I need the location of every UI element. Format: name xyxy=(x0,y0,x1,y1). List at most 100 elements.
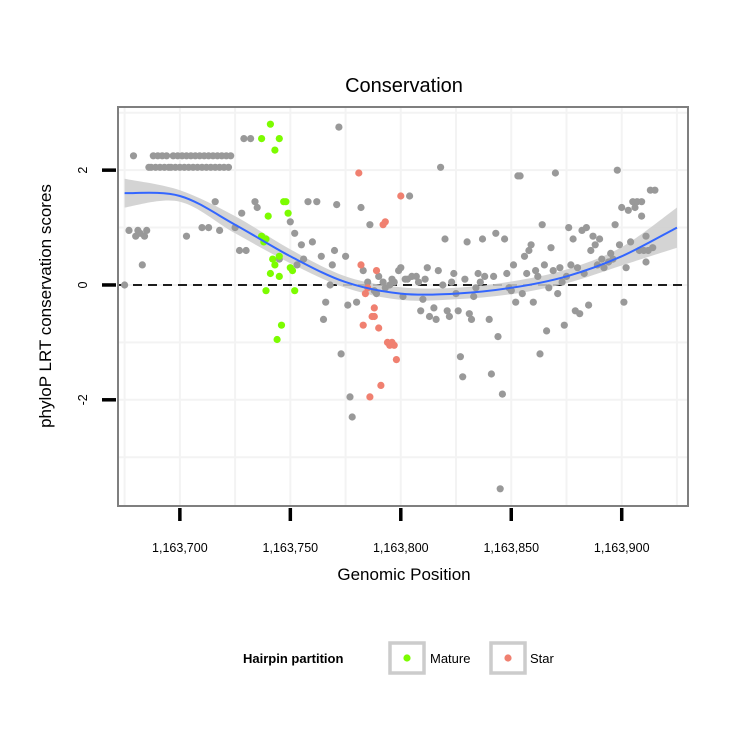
x-axis: 1,163,700 1,163,750 1,163,800 1,163,850 1,16… xyxy=(152,508,650,555)
data-point-other xyxy=(227,152,235,160)
data-point-other xyxy=(494,333,502,341)
legend-key-box xyxy=(388,641,426,675)
data-point-other xyxy=(587,246,595,255)
data-point-other xyxy=(470,292,478,301)
x-axis-title: Genomic Position xyxy=(337,565,470,584)
data-point-other xyxy=(328,261,336,269)
data-point-other xyxy=(439,281,447,289)
data-point-other xyxy=(251,198,259,206)
data-point-other xyxy=(551,169,560,177)
data-point-other xyxy=(558,278,566,286)
data-point-other xyxy=(397,264,405,272)
data-point-other xyxy=(598,255,606,263)
data-point-star xyxy=(390,341,398,349)
data-point-mature xyxy=(258,135,266,143)
data-point-other xyxy=(485,315,493,323)
data-point-other xyxy=(509,261,518,269)
data-point-other xyxy=(600,264,608,272)
data-point-other xyxy=(642,258,650,266)
legend-item-mature: Mature xyxy=(388,641,470,675)
data-point-star xyxy=(366,393,374,401)
data-point-other xyxy=(456,353,464,361)
x-tick-label: 1,163,850 xyxy=(483,541,539,555)
data-point-other xyxy=(642,232,650,240)
data-point-other xyxy=(240,135,248,143)
data-point-other xyxy=(143,226,151,234)
data-point-other xyxy=(205,224,213,232)
data-point-other xyxy=(618,203,626,212)
data-point-other xyxy=(538,221,546,229)
data-point-other xyxy=(224,163,233,171)
data-point-other xyxy=(335,123,343,131)
data-point-star xyxy=(397,192,405,200)
data-point-other xyxy=(425,312,434,321)
data-point-mature xyxy=(277,321,286,329)
data-point-other xyxy=(476,278,484,286)
data-point-mature xyxy=(266,269,274,278)
data-point-other xyxy=(534,272,542,280)
data-point-star xyxy=(370,304,378,312)
data-point-other xyxy=(459,373,467,381)
data-point-other xyxy=(419,295,427,303)
data-point-other xyxy=(582,224,591,232)
data-point-other xyxy=(487,370,495,378)
data-point-other xyxy=(554,290,562,298)
data-point-mature xyxy=(284,209,292,217)
data-point-other xyxy=(304,198,312,206)
data-point-other xyxy=(474,269,482,278)
data-point-other xyxy=(366,221,374,229)
data-point-other xyxy=(337,350,345,358)
data-point-other xyxy=(467,315,476,323)
data-point-other xyxy=(569,235,577,243)
data-point-other xyxy=(520,252,529,260)
data-point-mature xyxy=(275,272,283,280)
data-point-other xyxy=(638,198,646,206)
data-point-other xyxy=(450,269,458,278)
data-point-mature xyxy=(282,198,290,206)
x-tick-label: 1,163,750 xyxy=(263,541,319,555)
data-point-mature xyxy=(275,252,283,260)
data-point-other xyxy=(498,390,506,398)
data-point-other xyxy=(423,264,431,272)
data-point-other xyxy=(437,163,445,171)
data-point-other xyxy=(631,203,639,212)
data-point-other xyxy=(615,241,624,249)
data-point-other xyxy=(516,172,524,180)
data-point-other xyxy=(242,246,250,255)
data-point-other xyxy=(359,267,367,275)
data-point-other xyxy=(333,201,341,209)
data-point-other xyxy=(576,310,584,318)
smooth-trend-line xyxy=(124,191,678,296)
data-point-other xyxy=(613,166,621,174)
data-point-other xyxy=(529,298,537,306)
data-point-other xyxy=(532,267,540,275)
data-point-other xyxy=(198,224,206,232)
data-point-other xyxy=(611,221,619,229)
points-layer xyxy=(121,120,659,493)
data-point-other xyxy=(372,290,381,298)
data-point-star xyxy=(355,169,363,177)
data-point-other xyxy=(417,307,425,315)
data-point-star xyxy=(361,290,369,298)
data-point-other xyxy=(216,226,224,234)
data-point-other xyxy=(556,264,564,272)
data-point-other xyxy=(565,224,573,232)
data-point-star xyxy=(370,312,378,321)
data-point-other xyxy=(454,307,462,315)
x-tick-label: 1,163,700 xyxy=(152,541,208,555)
smooth-confidence-band xyxy=(124,178,678,301)
y-tick-label: 2 xyxy=(76,167,90,174)
series-star xyxy=(355,169,405,401)
data-point-mature xyxy=(269,255,277,263)
data-point-other xyxy=(523,269,531,278)
data-point-other xyxy=(211,198,219,206)
data-point-other xyxy=(585,301,593,309)
data-point-star xyxy=(372,267,381,275)
data-point-other xyxy=(235,246,244,255)
legend-item-label: Star xyxy=(530,651,555,666)
data-point-other xyxy=(596,235,604,243)
data-point-other xyxy=(182,232,191,240)
data-point-mature xyxy=(273,335,281,344)
y-axis-title: phyloP LRT conservation scores xyxy=(36,184,55,428)
data-point-other xyxy=(163,152,171,160)
